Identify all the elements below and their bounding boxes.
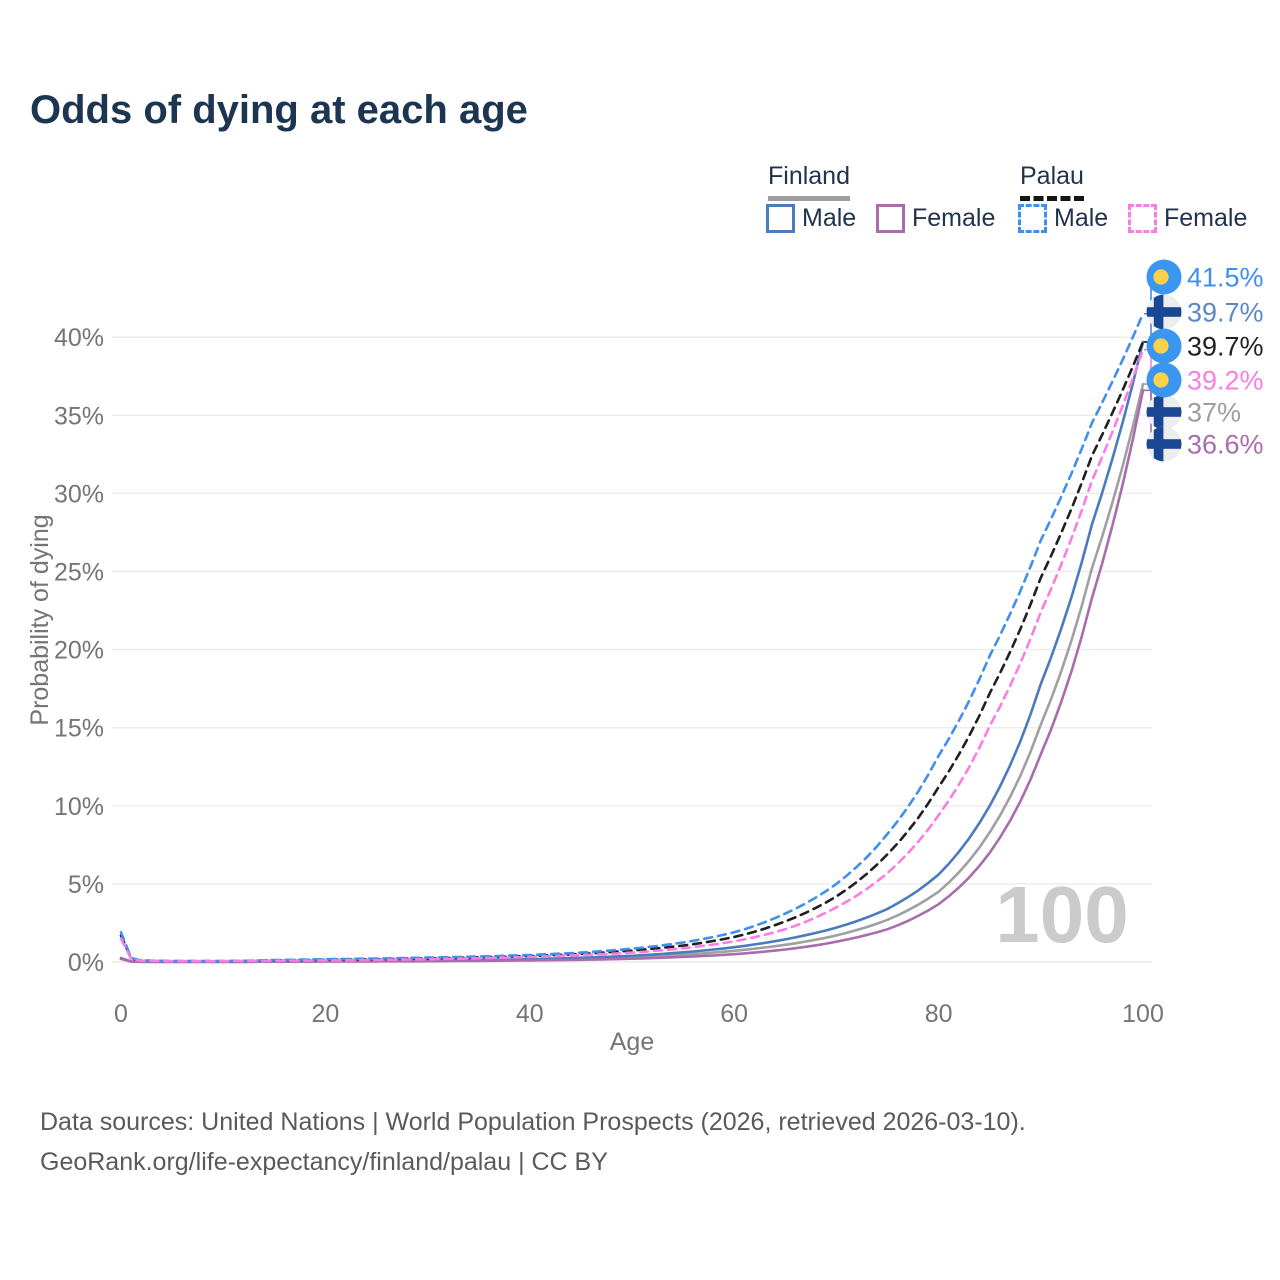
x-axis-title: Age	[610, 1028, 654, 1056]
finland-cross-horizontal	[1146, 307, 1182, 317]
x-tick-label: 80	[925, 1000, 953, 1028]
legend-item-finland-female[interactable]: Female	[876, 204, 995, 233]
end-value-label-finland_overall: 37%	[1187, 398, 1241, 428]
y-tick-label: 5%	[68, 871, 104, 899]
legend-group-palau: Palau	[1020, 162, 1084, 201]
y-axis-title: Probability of dying	[26, 514, 54, 725]
legend-label: Male	[802, 204, 857, 232]
finland-flag-icon	[1146, 294, 1182, 330]
legend-group-finland: Finland	[768, 162, 850, 201]
attribution-text: GeoRank.org/life-expectancy/finland/pala…	[40, 1148, 608, 1176]
finland-flag-icon	[1146, 394, 1182, 430]
y-tick-label: 35%	[54, 402, 104, 430]
series-line-finland_female[interactable]	[119, 389, 1145, 964]
finland-male-swatch-icon	[766, 204, 795, 233]
legend-item-finland-male[interactable]: Male	[766, 204, 856, 233]
series-line-finland_overall[interactable]	[119, 382, 1145, 964]
end-value-label-palau_female: 39.2%	[1187, 366, 1264, 396]
finland-flag-icon	[1146, 426, 1182, 462]
palau-male-swatch-icon	[1018, 204, 1047, 233]
end-value-label-finland_male: 39.7%	[1187, 298, 1264, 328]
end-value-label-palau_overall: 39.7%	[1187, 332, 1264, 362]
y-tick-label: 15%	[54, 715, 104, 743]
end-value-labels: 37% 39.7% 36.6% 39.7% 41.5% 39.2%	[1146, 259, 1264, 462]
x-tick-label: 20	[311, 1000, 339, 1028]
finland-cross-vertical	[1153, 426, 1164, 462]
age-watermark: 100	[995, 870, 1128, 959]
legend-label: Male	[1054, 204, 1109, 232]
mortality-line-chart: 100 0% 5% 10% 15% 20% 25% 30% 35% 40% 0 20 40 60 80 1…	[26, 259, 1264, 1056]
legend-item-palau-male[interactable]: Male	[1018, 204, 1108, 233]
end-value-label-palau_male: 41.5%	[1187, 263, 1264, 293]
palau-female-swatch-icon	[1128, 204, 1157, 233]
y-tick-label: 25%	[54, 559, 104, 587]
series-line-palau_overall[interactable]	[119, 340, 1145, 963]
finland-cross-vertical	[1153, 294, 1164, 330]
series-line-palau_female[interactable]	[119, 348, 1145, 963]
y-tick-label: 40%	[54, 324, 104, 352]
y-tick-label: 30%	[54, 480, 104, 508]
gridlines	[112, 336, 1152, 963]
legend-label: Female	[1164, 204, 1248, 232]
series-lines	[119, 312, 1145, 964]
legend-item-palau-female[interactable]: Female	[1128, 204, 1247, 233]
palau-flag-icon	[1146, 362, 1182, 398]
y-tick-label: 20%	[54, 637, 104, 665]
palau-flag-icon	[1146, 328, 1182, 364]
legend-label: Female	[912, 204, 996, 232]
finland-cross-horizontal	[1146, 439, 1182, 449]
finland-cross-vertical	[1153, 394, 1164, 430]
finland-cross-horizontal	[1146, 407, 1182, 417]
palau-flag-moon	[1153, 338, 1169, 354]
end-value-label-finland_female: 36.6%	[1187, 430, 1264, 460]
palau-flag-icon	[1146, 259, 1182, 295]
y-axis-tick-labels: 0% 5% 10% 15% 20% 25% 30% 35% 40%	[54, 324, 104, 977]
palau-flag-moon	[1153, 269, 1169, 285]
data-sources-text: Data sources: United Nations | World Pop…	[40, 1108, 1026, 1136]
x-tick-label: 60	[720, 1000, 748, 1028]
x-tick-label: 100	[1122, 1000, 1164, 1028]
series-line-finland_male[interactable]	[119, 340, 1145, 964]
page-title: Odds of dying at each age	[30, 88, 528, 132]
x-tick-label: 0	[114, 1000, 128, 1028]
y-tick-label: 0%	[68, 949, 104, 977]
x-tick-label: 40	[516, 1000, 544, 1028]
x-axis-tick-labels: 0 20 40 60 80 100	[114, 1000, 1164, 1028]
series-line-palau_male[interactable]	[119, 312, 1145, 963]
palau-flag-moon	[1153, 372, 1169, 388]
y-tick-label: 10%	[54, 793, 104, 821]
finland-female-swatch-icon	[876, 204, 905, 233]
